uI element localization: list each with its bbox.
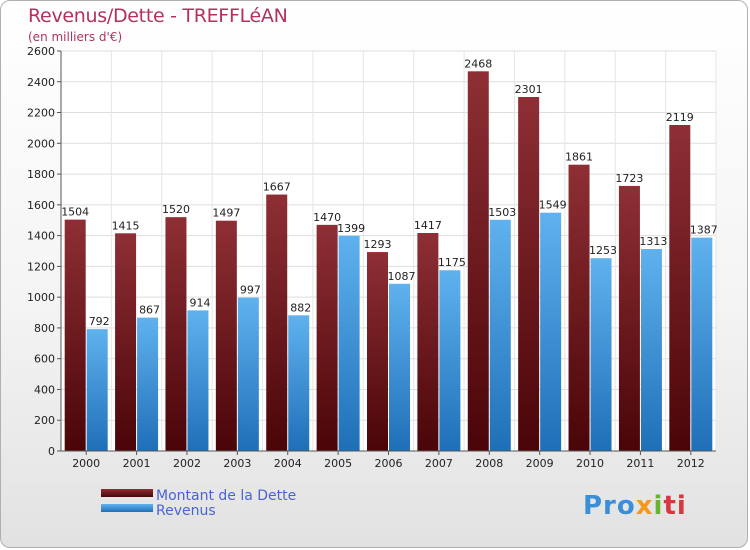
data-label-revenus-2008: 1503 [488, 206, 516, 219]
bar-debt-2012 [669, 125, 691, 451]
x-tick-label: 2004 [274, 457, 302, 470]
chart-subtitle: (en milliers d'€) [28, 30, 123, 44]
data-label-debt-2004: 1667 [263, 181, 291, 194]
data-label-revenus-2009: 1549 [539, 199, 567, 212]
data-label-debt-2003: 1497 [212, 207, 240, 220]
y-tick-label: 1400 [27, 230, 55, 243]
bar-debt-2003 [215, 220, 237, 451]
data-label-revenus-2012: 1387 [690, 224, 718, 237]
data-label-debt-2005: 1470 [313, 211, 341, 224]
x-tick-label: 2000 [72, 457, 100, 470]
bar-debt-2008 [467, 71, 489, 452]
bar-debt-2004 [266, 194, 288, 452]
logo-part-3: i [653, 491, 664, 521]
data-label-revenus-2005: 1399 [337, 222, 365, 235]
bar-revenus-2010 [590, 258, 612, 451]
y-tick-label: 2000 [27, 137, 55, 150]
bars [64, 71, 713, 452]
bar-revenus-2007 [439, 270, 461, 451]
bar-debt-2011 [618, 185, 640, 451]
bar-revenus-2005 [338, 235, 360, 451]
y-tick-label: 0 [48, 445, 55, 458]
y-tick-label: 600 [34, 353, 55, 366]
x-tick-label: 2012 [677, 457, 705, 470]
data-label-revenus-2011: 1313 [639, 235, 667, 248]
y-tick-label: 200 [34, 414, 55, 427]
y-tick-label: 1000 [27, 291, 55, 304]
legend-label-revenus: Revenus [156, 503, 216, 519]
x-tick-label: 2011 [626, 457, 654, 470]
data-label-debt-2009: 2301 [515, 83, 543, 96]
bar-revenus-2012 [691, 237, 713, 451]
y-tick-label: 400 [34, 383, 55, 396]
data-label-debt-2010: 1861 [565, 151, 593, 164]
bar-debt-2006 [367, 252, 388, 451]
bar-revenus-2006 [389, 283, 410, 451]
data-label-revenus-2002: 914 [189, 296, 210, 309]
bar-debt-2000 [64, 219, 86, 451]
data-label-debt-2011: 1723 [615, 172, 643, 185]
data-label-revenus-2001: 867 [139, 304, 160, 317]
data-label-revenus-2003: 997 [240, 284, 261, 297]
data-label-revenus-2007: 1175 [438, 256, 466, 269]
logo-part-2: x [635, 491, 654, 521]
data-label-debt-2012: 2119 [666, 111, 694, 124]
x-tick-label: 2001 [123, 457, 151, 470]
logo-part-1: Pro [583, 491, 636, 521]
data-label-revenus-2000: 792 [89, 315, 110, 328]
data-label-debt-2006: 1293 [364, 238, 392, 251]
y-tick-label: 2600 [27, 45, 55, 58]
x-tick-label: 2005 [324, 457, 352, 470]
axes: 0 200 400 600 800 1000 1200 1400 1600 1800 2000 220… [27, 45, 716, 470]
bar-debt-2002 [165, 217, 187, 451]
y-tick-label: 1600 [27, 199, 55, 212]
chart-title: Revenus/Dette - TREFFLéAN [28, 5, 288, 27]
y-tick-label: 2400 [27, 76, 55, 89]
data-label-debt-2001: 1415 [112, 219, 140, 232]
bar-debt-2010 [568, 164, 590, 451]
bar-debt-2009 [518, 97, 540, 451]
bar-debt-2001 [115, 233, 137, 451]
bar-revenus-2000 [86, 329, 108, 451]
bar-revenus-2008 [489, 219, 511, 451]
y-tick-label: 1200 [27, 260, 55, 273]
logo-part-4: ti [663, 491, 687, 521]
legend-swatch-debt [101, 489, 153, 497]
bar-revenus-2002 [187, 310, 209, 451]
legend: Montant de la Dette Revenus [101, 488, 296, 519]
bar-revenus-2004 [288, 315, 310, 451]
x-tick-label: 2010 [576, 457, 604, 470]
bar-revenus-2003 [237, 297, 259, 451]
legend-label-debt: Montant de la Dette [156, 488, 296, 504]
x-tick-label: 2008 [475, 457, 503, 470]
x-tick-label: 2002 [173, 457, 201, 470]
bar-debt-2005 [316, 224, 338, 451]
y-tick-label: 800 [34, 322, 55, 335]
data-label-debt-2002: 1520 [162, 203, 190, 216]
proxiti-logo: Proxiti [583, 491, 687, 521]
data-label-debt-2008: 2468 [464, 57, 492, 70]
legend-swatch-revenus [101, 504, 153, 512]
data-labels: 1504792141586715209141497997166788214701… [61, 57, 718, 328]
data-label-debt-2007: 1417 [414, 219, 442, 232]
y-tick-label: 2200 [27, 107, 55, 120]
data-label-revenus-2010: 1253 [589, 244, 617, 257]
bar-debt-2007 [417, 233, 439, 451]
y-tick-label: 1800 [27, 168, 55, 181]
bar-revenus-2009 [540, 212, 562, 451]
x-tick-label: 2009 [526, 457, 554, 470]
bar-revenus-2011 [640, 249, 662, 451]
x-tick-label: 2006 [375, 457, 403, 470]
x-tick-label: 2007 [425, 457, 453, 470]
bar-revenus-2001 [137, 317, 159, 451]
data-label-revenus-2006: 1087 [388, 270, 416, 283]
data-label-debt-2000: 1504 [61, 206, 89, 219]
data-label-revenus-2004: 882 [290, 301, 311, 314]
x-tick-label: 2003 [223, 457, 251, 470]
